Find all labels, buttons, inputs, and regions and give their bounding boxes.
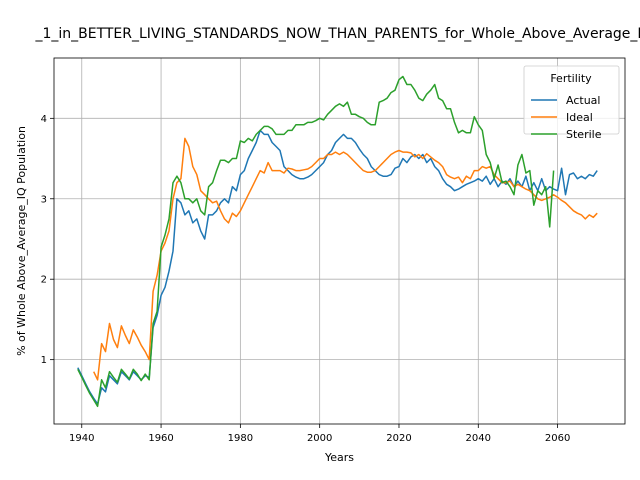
legend-label-actual: Actual — [566, 94, 600, 107]
x-tick-label: 2000 — [307, 433, 332, 444]
y-axis-label: % of Whole Above_Average_IQ Population — [15, 126, 28, 356]
series-line-sterile — [77, 75, 555, 408]
series-lines — [77, 75, 598, 408]
axis-ticks: 1940 1960 1980 2000 2020 2040 2060 1 2 3 4 — [41, 114, 571, 444]
x-tick-label: 2040 — [466, 433, 491, 444]
y-tick-label: 3 — [41, 194, 47, 205]
legend-items: Actual Ideal Sterile — [531, 94, 602, 141]
legend: Fertility Actual Ideal Sterile — [523, 65, 620, 141]
legend-title: Fertility — [550, 72, 592, 85]
x-tick-label: 2060 — [545, 433, 570, 444]
y-tick-label: 2 — [41, 275, 47, 286]
x-tick-label: 1940 — [69, 433, 94, 444]
y-tick-label: 4 — [41, 114, 47, 125]
x-tick-label: 2020 — [386, 433, 411, 444]
x-axis-label: Years — [324, 451, 354, 464]
legend-label-ideal: Ideal — [566, 111, 593, 124]
plot-frame — [53, 57, 626, 425]
series-line-actual — [77, 129, 598, 405]
chart-title: _1_in_BETTER_LIVING_STANDARDS_NOW_THAN_P… — [34, 26, 640, 42]
y-tick-label: 1 — [41, 355, 47, 366]
x-tick-label: 1960 — [148, 433, 173, 444]
series-line-ideal — [93, 137, 598, 381]
legend-label-sterile: Sterile — [566, 128, 602, 141]
x-tick-label: 1980 — [228, 433, 253, 444]
